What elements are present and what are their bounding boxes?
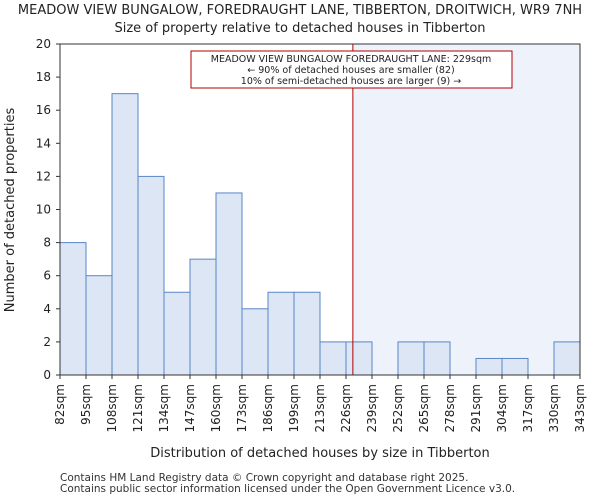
y-ticks-layer: 0 2 4 6 8 10 12 14 16 18 20 [36, 37, 60, 382]
larger-region-shade [352, 44, 580, 375]
y-axis-label: Number of detached properties [3, 108, 18, 313]
bar-226sqm [345, 341, 373, 376]
bar-82sqm [59, 242, 87, 376]
y-tick-label: 14 [36, 136, 51, 150]
annotation-box: MEADOW VIEW BUNGALOW FOREDRAUGHT LANE: 2… [190, 50, 513, 89]
footer-line-2: Contains public sector information licen… [60, 483, 516, 495]
x-tick-label: 343sqm [573, 384, 587, 432]
bar-121sqm [137, 175, 165, 376]
x-tick-label: 186sqm [261, 384, 275, 432]
x-tick-label: 95sqm [79, 384, 93, 425]
x-tick-label: 121sqm [131, 384, 145, 432]
bar-186sqm [267, 291, 295, 376]
bars-layer [59, 93, 581, 376]
x-tick-label: 199sqm [287, 384, 301, 432]
bar-108sqm [111, 93, 139, 376]
bar-134sqm [163, 291, 191, 376]
x-tick-label: 134sqm [157, 384, 171, 432]
x-tick-label: 291sqm [469, 384, 483, 432]
title-line-1: MEADOW VIEW BUNGALOW, FOREDRAUGHT LANE, … [17, 3, 583, 18]
bar-173sqm [241, 308, 269, 376]
x-tick-label: 213sqm [313, 384, 327, 432]
bar-304sqm [501, 357, 529, 376]
bar-199sqm [293, 291, 321, 376]
bar-147sqm [189, 258, 217, 376]
bar-265sqm [423, 341, 451, 376]
y-tick-label: 16 [36, 103, 51, 117]
footer-line-1: Contains HM Land Registry data © Crown c… [60, 472, 469, 484]
x-tick-label: 226sqm [339, 384, 353, 432]
footer: Contains HM Land Registry data © Crown c… [60, 473, 515, 495]
x-ticks-layer: 82sqm 95sqm 108sqm 121sqm 134sqm 147sqm 160sqm… [53, 375, 587, 432]
annotation-line-1: MEADOW VIEW BUNGALOW FOREDRAUGHT LANE: 2… [211, 54, 491, 65]
x-tick-label: 173sqm [235, 384, 249, 432]
x-axis-label: Distribution of detached houses by size … [150, 446, 490, 461]
bar-291sqm [475, 357, 503, 376]
x-tick-label: 252sqm [391, 384, 405, 432]
bar-160sqm [215, 192, 243, 376]
bar-252sqm [397, 341, 425, 376]
y-tick-label: 10 [36, 203, 51, 217]
y-tick-label: 20 [36, 37, 51, 51]
x-tick-label: 278sqm [443, 384, 457, 432]
annotation-line-2: ← 90% of detached houses are smaller (82… [247, 65, 454, 76]
x-tick-label: 160sqm [209, 384, 223, 432]
y-tick-label: 0 [43, 368, 51, 382]
x-tick-label: 330sqm [547, 384, 561, 432]
x-tick-label: 82sqm [53, 384, 67, 425]
bar-95sqm [85, 275, 113, 376]
y-tick-label: 4 [43, 302, 51, 316]
x-tick-label: 317sqm [521, 384, 535, 432]
y-tick-label: 12 [36, 169, 51, 183]
bar-213sqm [319, 341, 347, 376]
title-line-2: Size of property relative to detached ho… [114, 21, 486, 36]
bar-330sqm [553, 341, 581, 376]
x-tick-label: 239sqm [365, 384, 379, 432]
x-tick-label: 147sqm [183, 384, 197, 432]
x-tick-label: 108sqm [105, 384, 119, 432]
x-tick-label: 265sqm [417, 384, 431, 432]
y-tick-label: 8 [43, 236, 51, 250]
annotation-line-3: 10% of semi-detached houses are larger (… [241, 76, 461, 87]
y-tick-label: 18 [36, 70, 51, 84]
y-tick-label: 2 [43, 335, 51, 349]
shaded-region-layer [352, 44, 580, 375]
x-tick-label: 304sqm [495, 384, 509, 432]
chart-title: MEADOW VIEW BUNGALOW, FOREDRAUGHT LANE, … [0, 2, 600, 38]
y-tick-label: 6 [43, 269, 51, 283]
